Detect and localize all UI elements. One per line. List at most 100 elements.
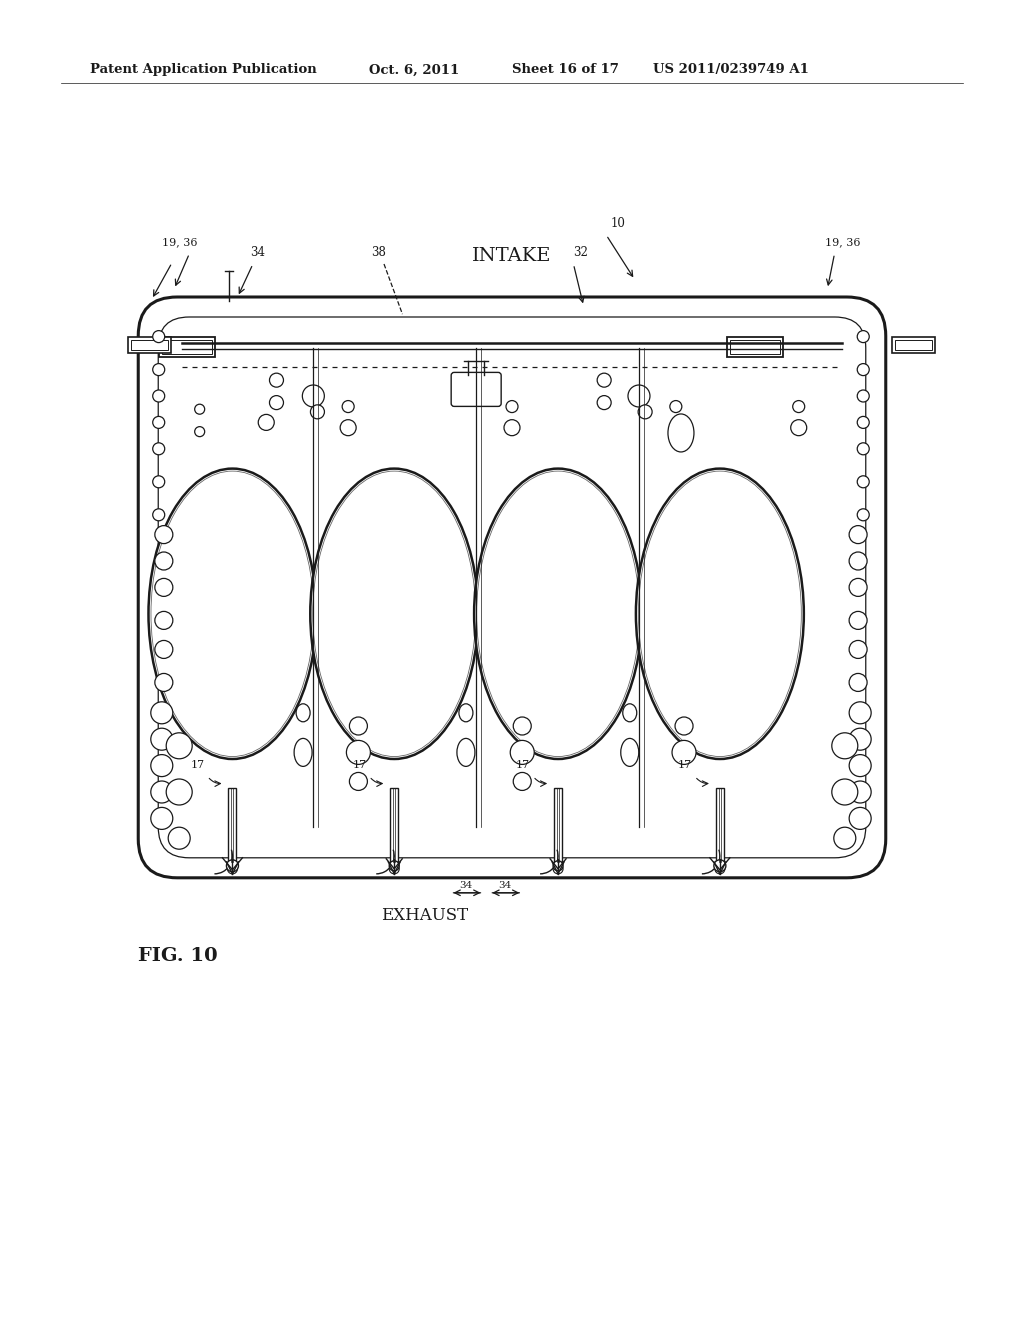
Ellipse shape [636, 469, 804, 759]
Circle shape [155, 578, 173, 597]
Text: 38: 38 [371, 246, 386, 259]
Text: 34: 34 [250, 246, 265, 259]
Circle shape [153, 442, 165, 455]
Circle shape [269, 396, 284, 409]
Circle shape [849, 673, 867, 692]
Circle shape [389, 863, 399, 874]
FancyBboxPatch shape [138, 297, 886, 878]
Circle shape [151, 808, 173, 829]
Circle shape [849, 611, 867, 630]
Circle shape [153, 475, 165, 488]
Circle shape [849, 729, 871, 750]
Circle shape [857, 442, 869, 455]
Circle shape [153, 363, 165, 376]
Circle shape [346, 741, 371, 764]
Text: FIG. 10: FIG. 10 [138, 946, 218, 965]
Ellipse shape [310, 469, 478, 759]
Text: 17: 17 [190, 760, 205, 771]
Circle shape [831, 733, 858, 759]
Bar [162, 341, 212, 354]
Ellipse shape [623, 704, 637, 722]
Bar [730, 341, 780, 354]
Circle shape [195, 404, 205, 414]
Circle shape [168, 828, 190, 849]
Text: EXHAUST: EXHAUST [381, 907, 469, 924]
Circle shape [226, 859, 239, 871]
Text: 17: 17 [678, 760, 692, 771]
Circle shape [857, 475, 869, 488]
Circle shape [151, 729, 173, 750]
Text: INTAKE: INTAKE [472, 247, 552, 265]
Ellipse shape [457, 738, 475, 767]
Circle shape [155, 611, 173, 630]
Circle shape [857, 330, 869, 343]
Circle shape [849, 578, 867, 597]
Ellipse shape [668, 414, 694, 451]
Ellipse shape [148, 469, 316, 759]
Text: 17: 17 [516, 760, 530, 771]
Text: 34: 34 [460, 880, 472, 890]
Circle shape [349, 772, 368, 791]
Circle shape [155, 673, 173, 692]
Text: 32: 32 [573, 246, 589, 259]
Circle shape [504, 420, 520, 436]
Circle shape [849, 781, 871, 803]
Text: Sheet 16 of 17: Sheet 16 of 17 [512, 63, 618, 77]
Text: 10: 10 [610, 216, 626, 230]
Circle shape [628, 385, 650, 407]
Circle shape [513, 772, 531, 791]
Circle shape [349, 717, 368, 735]
Circle shape [597, 374, 611, 387]
Text: 19, 36: 19, 36 [162, 238, 198, 248]
Bar [716, 788, 724, 862]
Ellipse shape [459, 704, 473, 722]
Circle shape [510, 741, 535, 764]
Circle shape [269, 374, 284, 387]
Circle shape [857, 416, 869, 429]
Circle shape [553, 863, 563, 874]
Circle shape [153, 416, 165, 429]
Circle shape [672, 741, 696, 764]
Ellipse shape [294, 738, 312, 767]
Text: 19, 36: 19, 36 [825, 238, 861, 248]
Text: 17: 17 [352, 760, 367, 771]
Circle shape [340, 420, 356, 436]
Bar [159, 337, 215, 358]
Circle shape [849, 702, 871, 723]
Circle shape [831, 779, 858, 805]
Bar [128, 337, 171, 354]
Bar [895, 341, 932, 350]
Bar [228, 788, 237, 862]
Bar [390, 788, 398, 862]
Circle shape [849, 525, 867, 544]
Circle shape [597, 396, 611, 409]
Circle shape [857, 389, 869, 403]
Circle shape [151, 702, 173, 723]
Circle shape [714, 859, 726, 871]
Circle shape [155, 640, 173, 659]
Bar [554, 788, 562, 862]
Circle shape [553, 861, 563, 871]
Circle shape [302, 385, 325, 407]
Circle shape [675, 717, 693, 735]
Circle shape [195, 426, 205, 437]
Circle shape [166, 733, 193, 759]
Circle shape [153, 330, 165, 343]
Text: Oct. 6, 2011: Oct. 6, 2011 [369, 63, 459, 77]
Circle shape [155, 552, 173, 570]
Circle shape [227, 863, 238, 874]
Circle shape [857, 363, 869, 376]
Circle shape [793, 400, 805, 413]
Circle shape [506, 400, 518, 413]
Circle shape [151, 781, 173, 803]
Circle shape [310, 405, 325, 418]
Circle shape [849, 755, 871, 776]
Circle shape [638, 405, 652, 418]
Circle shape [670, 400, 682, 413]
Ellipse shape [474, 469, 642, 759]
FancyBboxPatch shape [452, 372, 501, 407]
Circle shape [151, 755, 173, 776]
Text: 34: 34 [499, 880, 511, 890]
Circle shape [834, 828, 856, 849]
Circle shape [389, 861, 399, 871]
